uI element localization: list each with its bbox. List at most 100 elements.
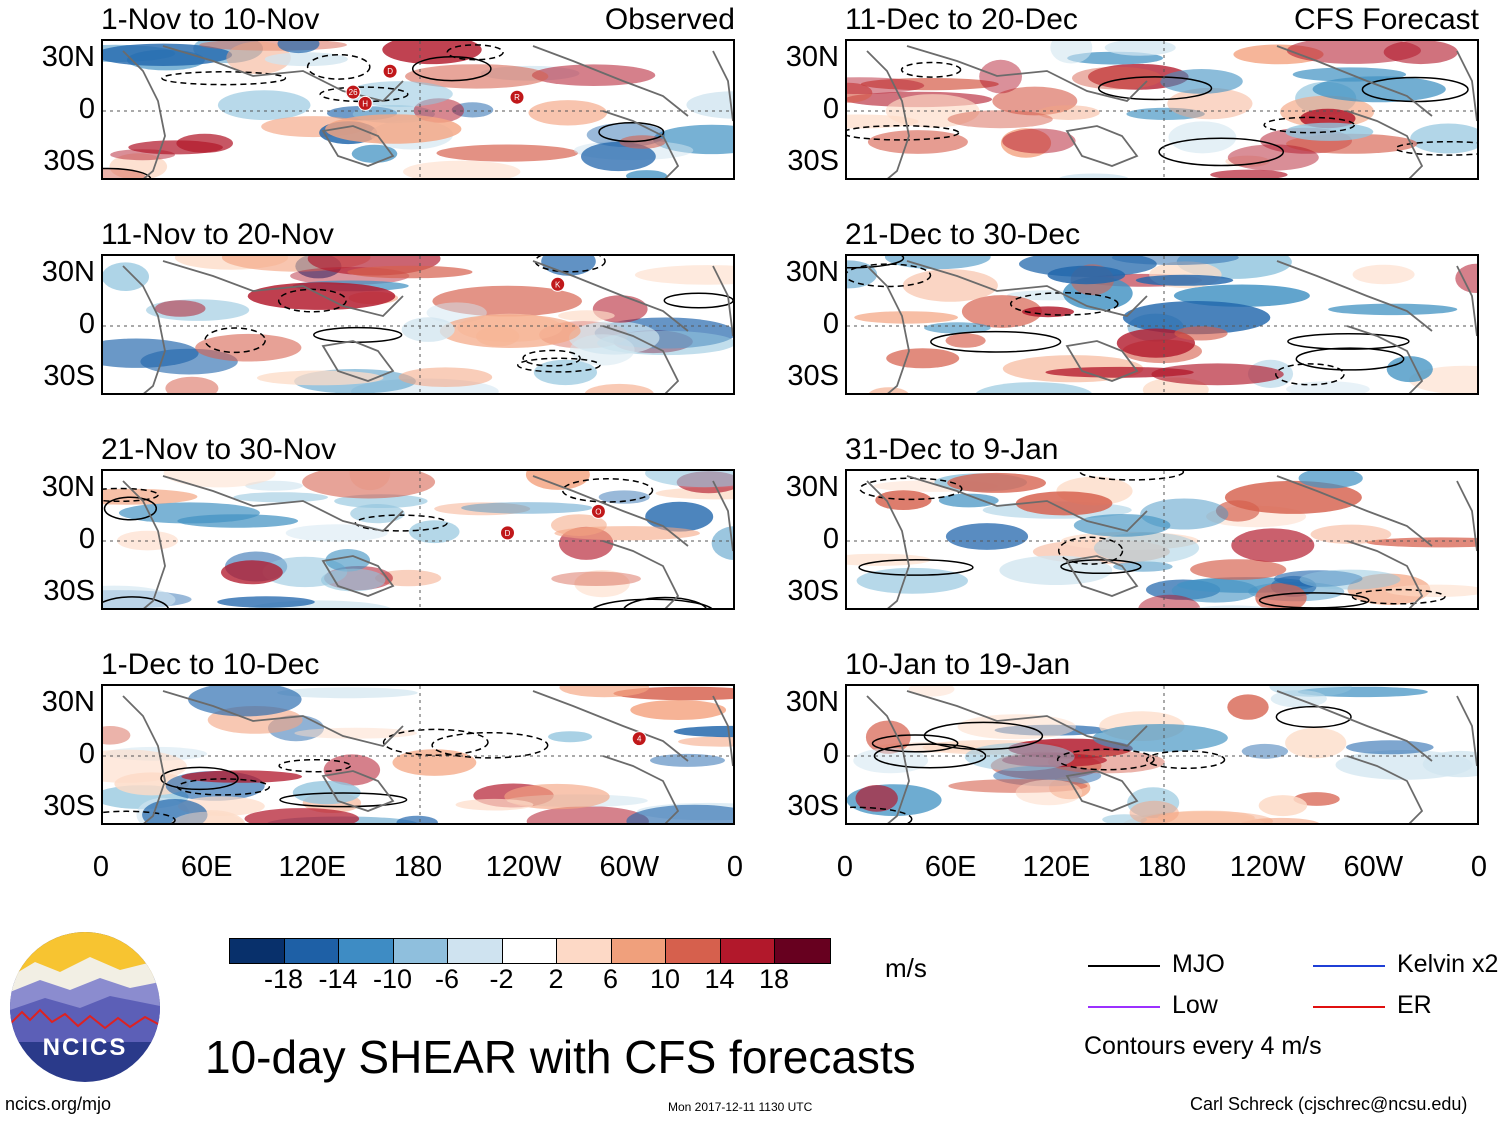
shear-blob bbox=[634, 265, 733, 285]
shear-blob bbox=[1116, 328, 1195, 358]
shear-blob bbox=[103, 726, 131, 745]
shear-blob bbox=[398, 367, 493, 387]
shear-blob bbox=[177, 514, 299, 528]
shear-blob bbox=[375, 569, 442, 587]
coastline bbox=[1346, 755, 1424, 823]
storm-marker: K bbox=[550, 276, 566, 292]
colorbar-swatch bbox=[284, 939, 339, 963]
shear-blob bbox=[1022, 306, 1074, 318]
shear-blob bbox=[1285, 727, 1347, 759]
mjo-contour bbox=[431, 731, 549, 759]
shear-blob bbox=[103, 43, 233, 66]
latitude-label: 30S bbox=[787, 575, 839, 607]
latitude-label: 0 bbox=[822, 738, 839, 770]
coastline bbox=[602, 755, 680, 823]
coastline bbox=[1065, 340, 1139, 382]
shear-blob bbox=[1111, 256, 1239, 265]
svg-text:O: O bbox=[595, 507, 601, 516]
shear-blob bbox=[711, 526, 733, 560]
longitude-label: 0 bbox=[1470, 851, 1488, 883]
shear-blob bbox=[432, 285, 582, 317]
mjo-contour bbox=[522, 349, 581, 367]
longitude-label: 60W bbox=[1343, 851, 1404, 883]
shear-blob bbox=[902, 269, 998, 302]
shear-blob bbox=[188, 686, 302, 717]
shear-blob bbox=[233, 492, 328, 503]
shear-blob bbox=[396, 815, 438, 823]
shear-blob bbox=[630, 700, 727, 720]
coastline bbox=[1276, 690, 1433, 762]
mjo-contour bbox=[382, 728, 489, 756]
shear-blob bbox=[945, 333, 986, 348]
shear-blob bbox=[217, 90, 311, 120]
mjo-contour bbox=[858, 558, 974, 576]
mjo-contour bbox=[278, 758, 352, 773]
shear-blob bbox=[626, 170, 668, 178]
mjo-contour bbox=[1395, 140, 1477, 156]
shear-blob bbox=[626, 804, 733, 823]
coastline bbox=[532, 475, 689, 547]
shear-blob bbox=[1059, 173, 1129, 178]
shear-blob bbox=[110, 149, 175, 161]
legend-label: ER bbox=[1397, 991, 1432, 1019]
mjo-contour bbox=[871, 734, 959, 753]
shear-blob bbox=[548, 731, 593, 743]
mjo-contour bbox=[103, 810, 176, 823]
latitude-label: 30N bbox=[41, 471, 95, 503]
shear-blob bbox=[1129, 800, 1179, 823]
mjo-contour bbox=[1056, 748, 1155, 771]
latitude-label: 30N bbox=[41, 41, 95, 73]
shear-blob bbox=[947, 110, 1053, 129]
shear-blob bbox=[221, 560, 283, 585]
mjo-contour bbox=[277, 288, 347, 313]
shear-blob bbox=[554, 526, 700, 541]
shear-blob bbox=[945, 523, 1029, 550]
shear-blob bbox=[163, 471, 276, 488]
shear-blob bbox=[1093, 532, 1200, 564]
coastline bbox=[1276, 475, 1433, 547]
shear-blob bbox=[957, 714, 1076, 740]
coastline bbox=[122, 480, 166, 608]
shear-blob bbox=[103, 262, 149, 291]
panel-title: 1-Nov to 10-Nov bbox=[101, 3, 320, 36]
mjo-contour bbox=[1275, 705, 1352, 728]
shear-blob bbox=[1386, 356, 1433, 383]
mjo-contour bbox=[592, 598, 713, 608]
shear-blob bbox=[461, 502, 593, 514]
mjo-contour bbox=[859, 477, 963, 501]
shear-blob bbox=[323, 754, 381, 786]
shear-blob bbox=[1410, 123, 1477, 154]
legend-label: Kelvin x2 bbox=[1397, 950, 1499, 978]
shear-blob bbox=[1422, 750, 1477, 778]
shear-blob bbox=[525, 471, 590, 490]
svg-text:H: H bbox=[362, 99, 368, 108]
coastline bbox=[712, 695, 733, 767]
storm-marker: D bbox=[500, 525, 515, 541]
shear-blob bbox=[1157, 810, 1255, 823]
colorbar-swatch bbox=[775, 939, 830, 963]
shear-blob bbox=[1113, 561, 1173, 572]
coastline bbox=[906, 45, 1148, 102]
shear-map bbox=[845, 254, 1479, 395]
colorbar-swatch bbox=[393, 939, 448, 963]
mjo-contour bbox=[411, 56, 492, 82]
shear-blob bbox=[277, 687, 418, 699]
mjo-contour bbox=[1145, 750, 1226, 770]
shear-blob bbox=[1255, 583, 1307, 608]
mjo-contour bbox=[1351, 588, 1446, 605]
shear-blob bbox=[1015, 779, 1083, 806]
colorbar-swatch bbox=[502, 939, 557, 963]
footer-author: Carl Schreck (cjschrec@ncsu.edu) bbox=[1190, 1094, 1468, 1114]
longitude-label: 120W bbox=[1229, 851, 1306, 883]
shear-map: 4 bbox=[101, 684, 735, 825]
storm-marker: 26 bbox=[345, 84, 361, 100]
coastline bbox=[906, 475, 1148, 532]
shear-blob bbox=[975, 382, 1092, 393]
main-title: 10-day SHEAR with CFS forecasts bbox=[205, 1031, 916, 1083]
shear-blob bbox=[1310, 524, 1392, 544]
latitude-label: 30S bbox=[787, 145, 839, 177]
svg-text:K: K bbox=[555, 280, 561, 289]
footer-website[interactable]: ncics.org/mjo bbox=[5, 1094, 112, 1114]
panel-title: 11-Dec to 20-Dec bbox=[845, 3, 1078, 36]
map-graphic bbox=[847, 256, 1477, 393]
